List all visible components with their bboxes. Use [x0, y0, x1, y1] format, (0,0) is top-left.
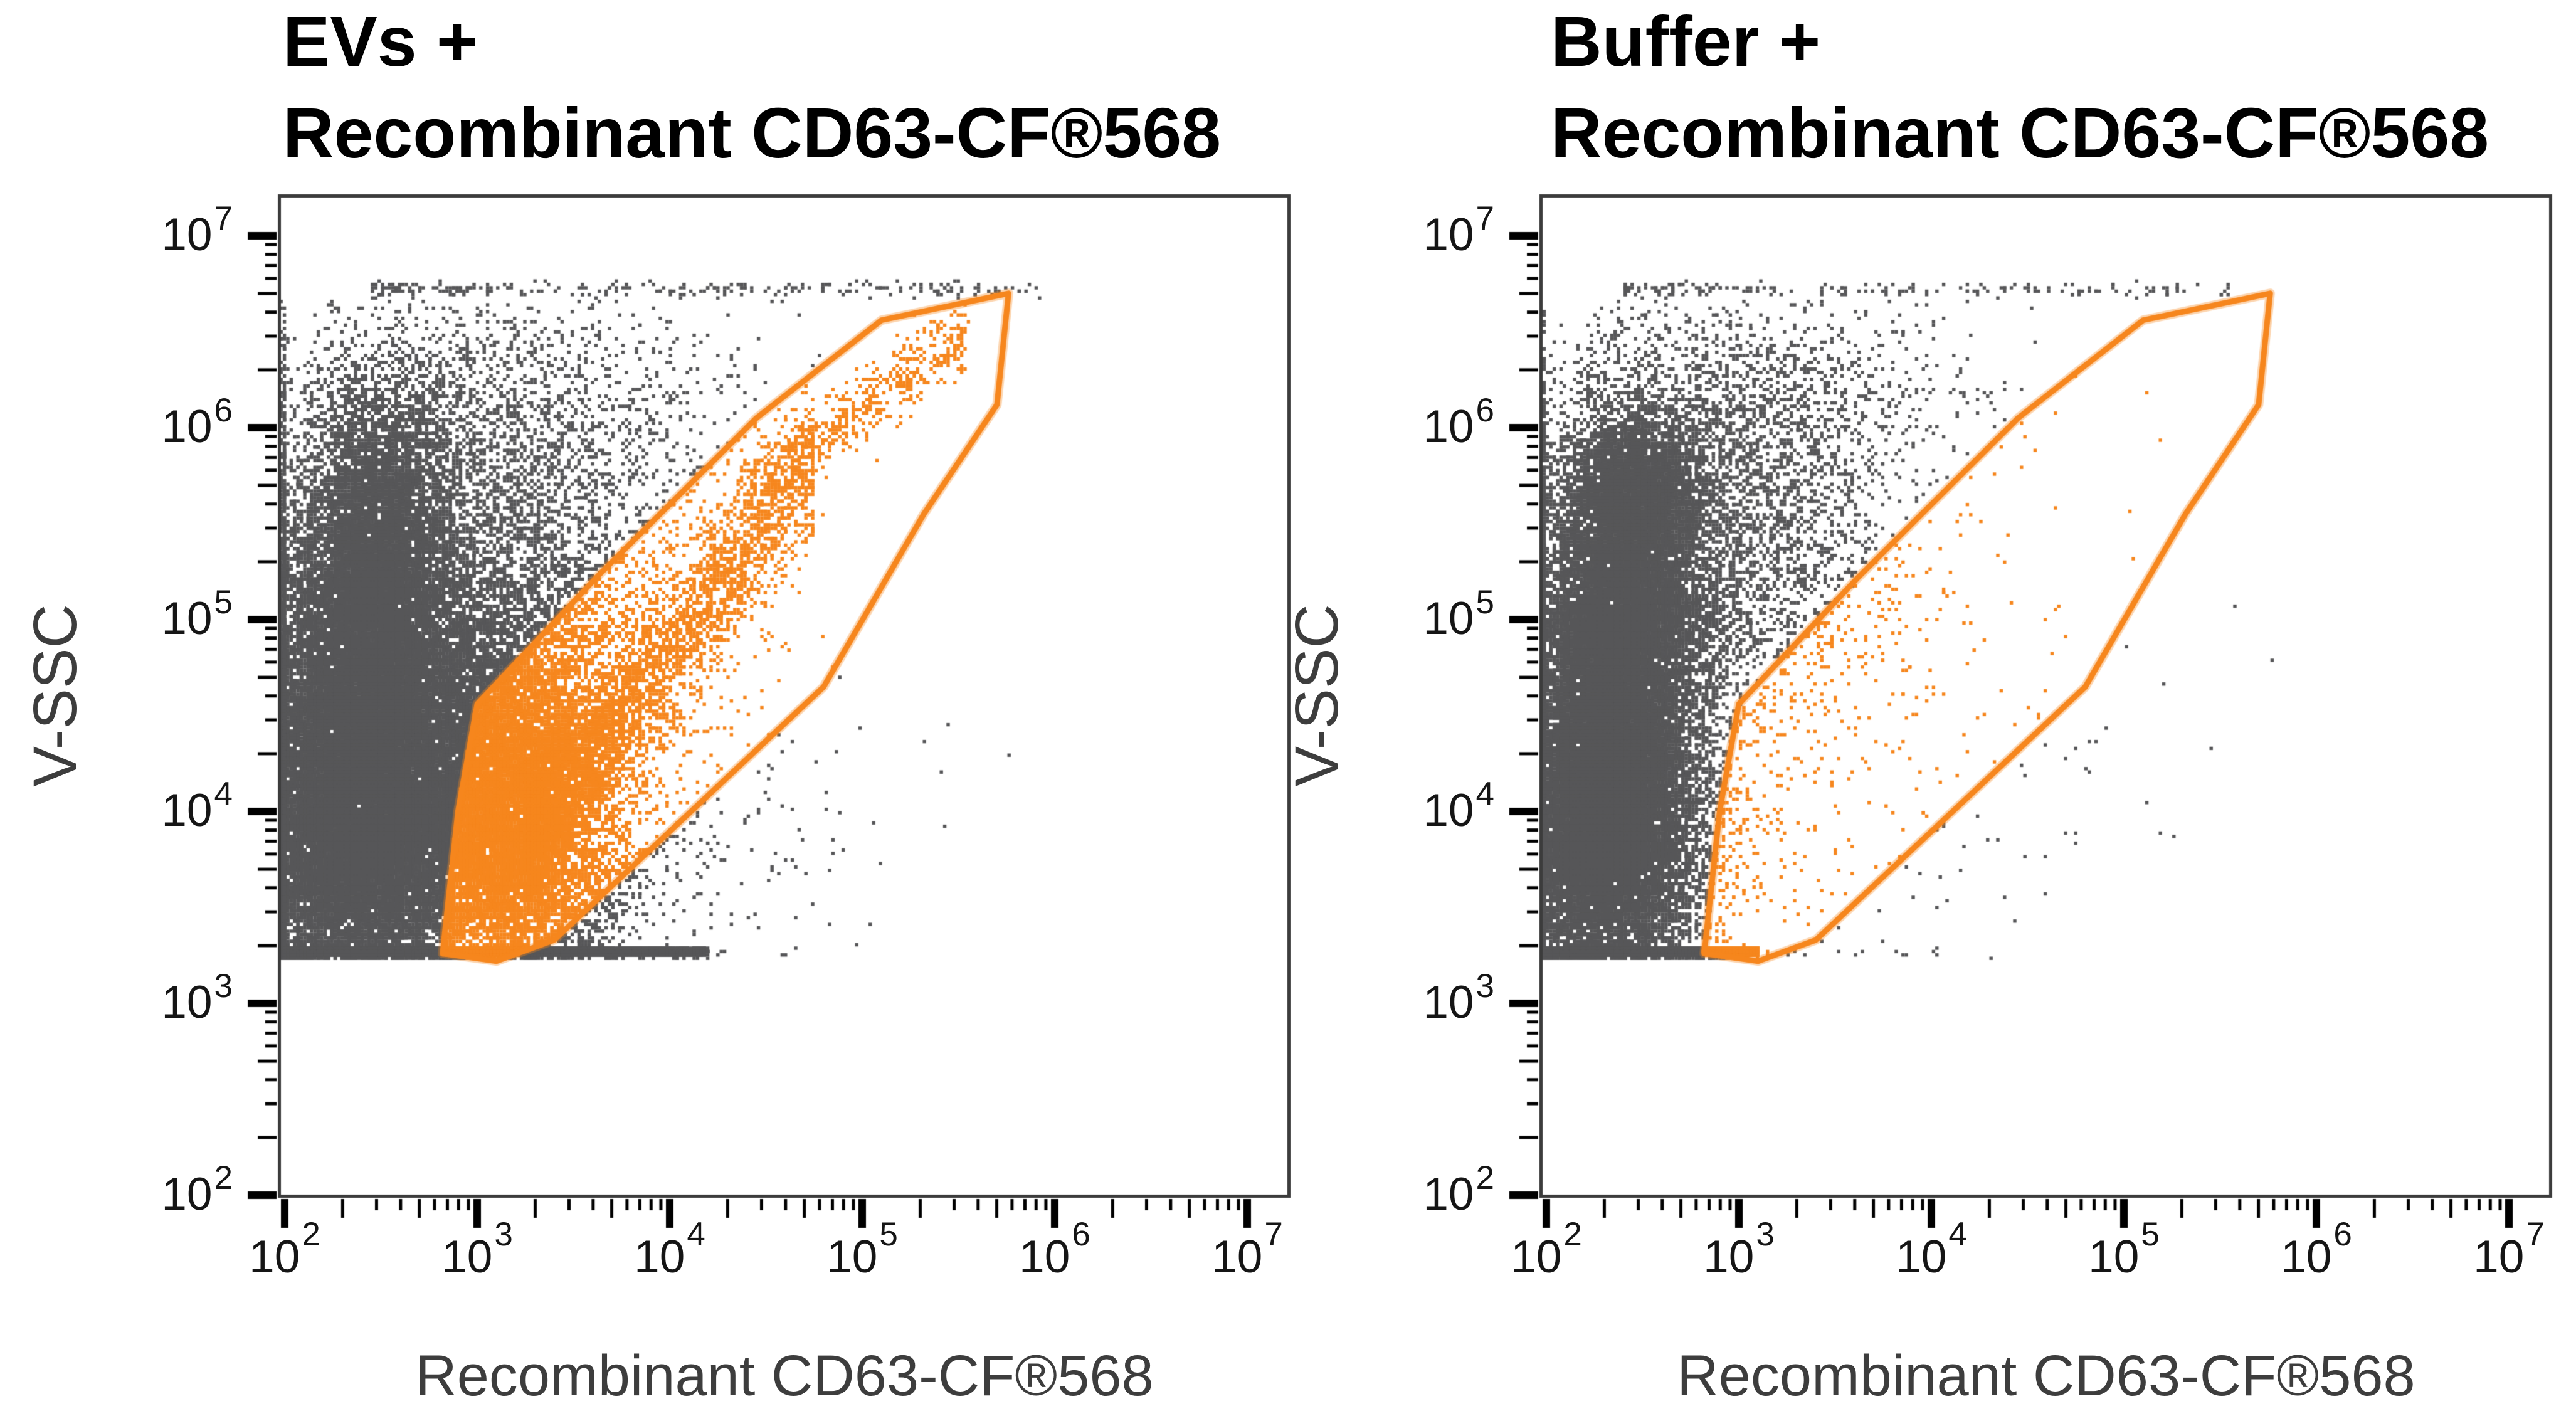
y-tick-label: 10 5: [1369, 579, 1494, 657]
tick-base: 10: [1423, 784, 1474, 836]
x-axis-label: Recombinant CD63-CF®568: [415, 1344, 1154, 1408]
tick-base: 10: [1423, 1168, 1474, 1220]
y-tick-label: 10 4: [107, 771, 233, 849]
y-tick-label: 10 4: [1369, 771, 1494, 849]
y-tick-label: 10 7: [107, 196, 233, 273]
y-tick-label: 10 2: [107, 1155, 233, 1233]
page-title: Buffer + Recombinant CD63-CF®568: [1551, 0, 2489, 179]
y-axis-label: V-SSC: [1282, 604, 1351, 787]
tick-base: 10: [1423, 976, 1474, 1028]
y-tick-label: 10 5: [107, 579, 233, 657]
tick-base: 10: [1423, 593, 1474, 644]
y-axis-label: V-SSC: [21, 604, 89, 787]
y-tick-label: 10 2: [1369, 1155, 1494, 1233]
panel-title-line1: Buffer +: [1551, 2, 1821, 81]
page-title: EVs + Recombinant CD63-CF®568: [283, 0, 1221, 179]
tick-base: 10: [161, 784, 213, 836]
y-tick-label: 10 6: [1369, 388, 1494, 465]
tick-base: 10: [161, 209, 213, 260]
scatter-plot-canvas: [1486, 157, 2576, 1273]
tick-base: 10: [161, 401, 213, 452]
tick-base: 10: [161, 976, 213, 1028]
y-tick-label: 10 7: [1369, 196, 1494, 273]
y-tick-label: 10 3: [1369, 963, 1494, 1041]
tick-base: 10: [161, 1168, 213, 1220]
y-tick-label: 10 6: [107, 388, 233, 465]
tick-base: 10: [161, 593, 213, 644]
y-tick-label: 10 3: [107, 963, 233, 1041]
scatter-plot-canvas: [224, 157, 1316, 1273]
tick-base: 10: [1423, 209, 1474, 260]
x-axis-label: Recombinant CD63-CF®568: [1677, 1344, 2415, 1408]
panel-title-line1: EVs +: [283, 2, 478, 81]
tick-base: 10: [1423, 401, 1474, 452]
